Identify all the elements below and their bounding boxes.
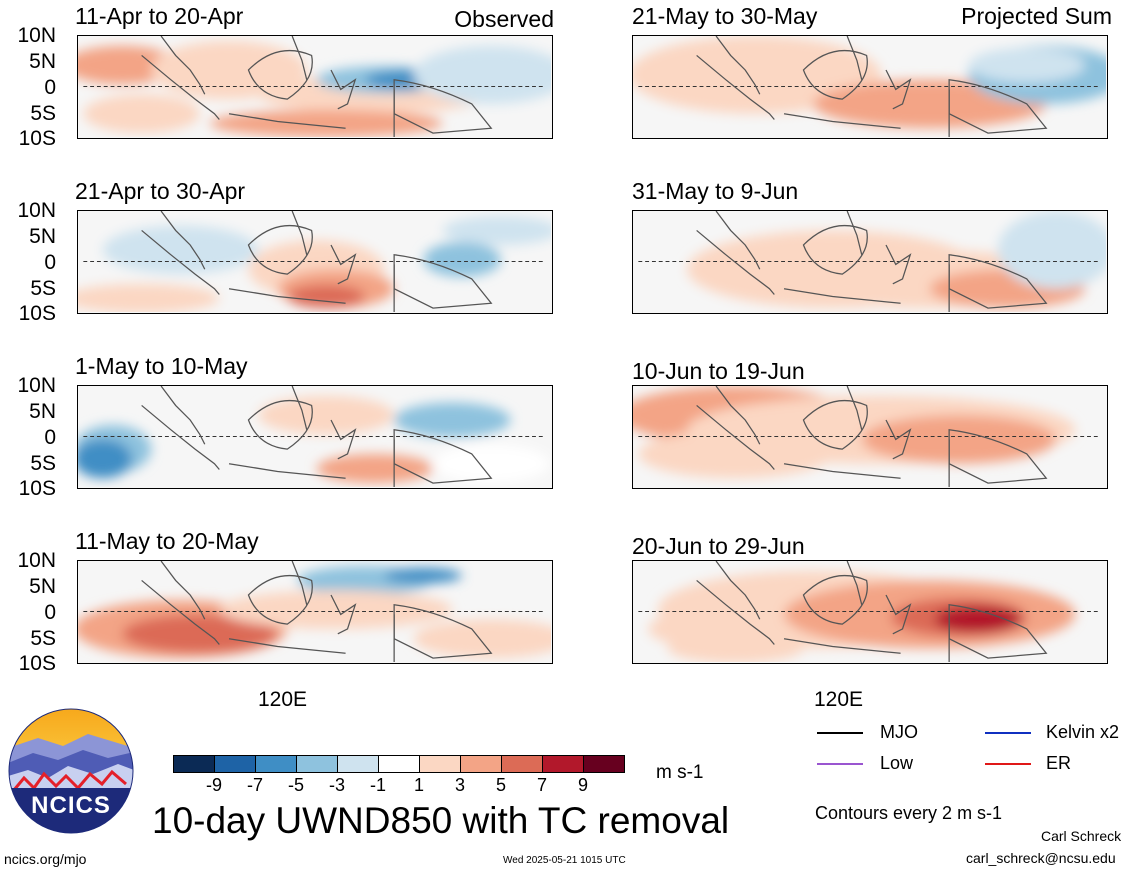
colorbar-label: -1 <box>369 775 386 795</box>
panel-title-r1: 21-May to 30-May <box>632 3 818 29</box>
lat-tick: 5N <box>29 400 56 423</box>
map-panel <box>632 385 1108 489</box>
lat-tick: 10N <box>17 374 56 397</box>
panel-title-r3: 10-Jun to 19-Jun <box>632 358 805 384</box>
map-panel <box>77 560 553 664</box>
colorbar-label: 5 <box>495 775 506 795</box>
legend-label-kelvin: Kelvin x2 <box>1046 722 1120 742</box>
lat-tick: 10S <box>18 652 56 675</box>
colorbar-swatch <box>296 755 338 773</box>
panel-title-r4: 20-Jun to 29-Jun <box>632 533 805 559</box>
units-label: m s-1 <box>656 762 704 783</box>
credit-email: carl_schreck@ncsu.edu <box>966 850 1116 866</box>
lat-tick: 10S <box>18 477 56 500</box>
observed-label: Observed <box>454 6 554 32</box>
panel-title-l3: 1-May to 10-May <box>75 353 248 379</box>
credit-name: Carl Schreck <box>1041 828 1122 844</box>
colorbar-swatch <box>419 755 461 773</box>
colorbar-swatch <box>337 755 379 773</box>
colorbar-swatch <box>583 755 625 773</box>
lat-tick: 5S <box>30 627 56 650</box>
colorbar-swatch <box>173 755 215 773</box>
site-url: ncics.org/mjo <box>4 851 87 867</box>
map-panel <box>77 35 553 139</box>
logo-text: NCICS <box>31 792 111 819</box>
colorbar-label: -7 <box>246 775 263 795</box>
panel-title-l4: 11-May to 20-May <box>75 528 259 554</box>
legend-label-mjo: MJO <box>880 722 918 742</box>
legend-label-low: Low <box>880 753 914 773</box>
colorbar-swatch <box>542 755 584 773</box>
legend-swatch-low <box>817 763 863 765</box>
lat-tick: 10N <box>17 199 56 222</box>
colorbar-swatch <box>378 755 420 773</box>
panel-title-r2: 31-May to 9-Jun <box>632 178 799 204</box>
colorbar-swatch <box>460 755 502 773</box>
colorbar-label: -9 <box>205 775 222 795</box>
lat-tick: 10N <box>17 549 56 572</box>
colorbar-label: 7 <box>536 775 547 795</box>
legend-label-er: ER <box>1046 753 1072 773</box>
ncics-logo-graphic <box>8 708 134 834</box>
projected-sum-label: Projected Sum <box>961 3 1112 29</box>
colorbar-label: -3 <box>328 775 345 795</box>
legend-swatch-er <box>985 763 1031 765</box>
map-panel <box>632 560 1108 664</box>
colorbar-label: 3 <box>454 775 465 795</box>
lon-tick-right: 120E <box>814 688 864 711</box>
lat-tick: 5S <box>30 277 56 300</box>
legend-swatch-mjo <box>817 732 863 734</box>
map-panel <box>632 35 1108 139</box>
lat-tick: 0 <box>44 601 56 624</box>
lat-tick: 0 <box>44 76 56 99</box>
panel-title-l2: 21-Apr to 30-Apr <box>75 178 246 204</box>
lat-tick: 5N <box>29 225 56 248</box>
map-panel <box>77 210 553 314</box>
lat-tick: 0 <box>44 251 56 274</box>
colorbar-swatch <box>214 755 256 773</box>
figure-title: 10-day UWND850 with TC removal <box>152 800 730 841</box>
ncics-logo: NCICS <box>8 708 134 834</box>
timestamp: Wed 2025-05-21 1015 UTC <box>503 855 626 866</box>
colorbar-swatch <box>255 755 297 773</box>
lat-tick: 10S <box>18 302 56 325</box>
lat-tick: 5N <box>29 50 56 73</box>
lat-tick: 0 <box>44 426 56 449</box>
lat-tick: 5S <box>30 102 56 125</box>
colorbar-label: -5 <box>287 775 304 795</box>
colorbar-label: 9 <box>577 775 588 795</box>
legend-swatch-kelvin <box>985 732 1031 734</box>
map-panel <box>77 385 553 489</box>
panel-title-l1: 11-Apr to 20-Apr <box>75 3 244 29</box>
lon-tick-left: 120E <box>258 688 308 711</box>
lat-tick: 5N <box>29 575 56 598</box>
lat-tick: 10N <box>17 24 56 47</box>
colorbar-swatch <box>501 755 543 773</box>
contour-note: Contours every 2 m s-1 <box>815 803 1003 823</box>
colorbar-label: 1 <box>413 775 424 795</box>
lat-tick: 10S <box>18 127 56 150</box>
lat-tick: 5S <box>30 452 56 475</box>
map-panel <box>632 210 1108 314</box>
